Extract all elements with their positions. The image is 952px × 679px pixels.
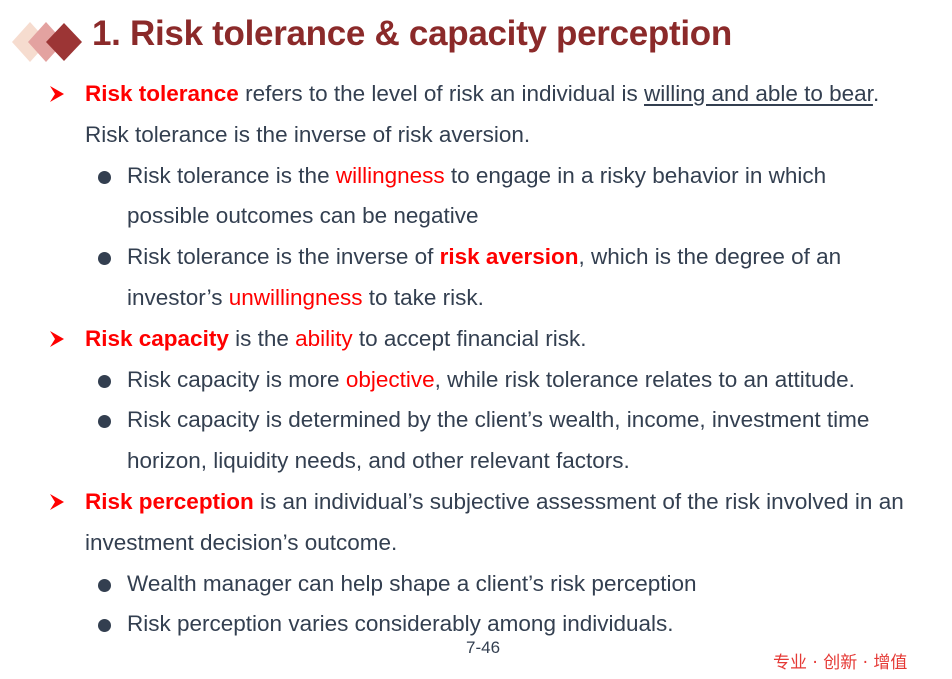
bullet-continuation: Risk tolerance is the inverse of risk av… (0, 115, 952, 156)
underlined-text: willing and able to bear (644, 81, 873, 106)
sub-bullet: Wealth manager can help shape a client’s… (0, 564, 952, 605)
bullet-risk-perception: Risk perception is an individual’s subje… (0, 482, 952, 523)
text: Risk tolerance is the inverse of risk av… (85, 121, 531, 147)
text: Risk perception varies considerably amon… (127, 611, 674, 637)
term-risk-perception: Risk perception (85, 488, 254, 514)
highlight-text: ability (295, 325, 353, 351)
text: investment decision’s outcome. (85, 529, 398, 555)
text: refers to the level of risk an individua… (238, 81, 645, 106)
dot-bullet-icon (98, 170, 111, 184)
text: , which is the degree of an (578, 244, 842, 270)
page-number: 7-46 (466, 638, 501, 657)
text: investor’s (127, 284, 229, 310)
sub-bullet: Risk capacity is more objective, while r… (0, 360, 952, 401)
text: is an individual’s subjective assessment… (253, 488, 904, 514)
arrow-bullet-icon (50, 493, 64, 510)
term-risk-tolerance: Risk tolerance (85, 81, 239, 106)
sub-bullet-continuation: investor’s unwillingness to take risk. (0, 278, 952, 319)
text: Risk tolerance is the (127, 162, 336, 188)
highlight-text: objective (345, 366, 435, 392)
text: . (872, 81, 880, 106)
highlight-text: unwillingness (228, 284, 363, 310)
bullet-risk-capacity: Risk capacity is the ability to accept f… (0, 319, 952, 360)
dot-bullet-icon (98, 252, 111, 266)
arrow-bullet-icon (50, 330, 64, 347)
term-risk-capacity: Risk capacity (85, 325, 229, 351)
text: possible outcomes can be negative (127, 203, 479, 229)
text: horizon, liquidity needs, and other rele… (127, 448, 630, 474)
dot-bullet-icon (98, 415, 111, 429)
highlight-text: willingness (335, 162, 445, 188)
text: to accept financial risk. (352, 325, 587, 351)
bullet-continuation: investment decision’s outcome. (0, 523, 952, 564)
bullet-risk-tolerance: Risk tolerance refers to the level of ri… (0, 74, 952, 115)
sub-bullet: Risk capacity is determined by the clien… (0, 400, 952, 441)
dot-bullet-icon (98, 619, 111, 633)
highlight-text: risk aversion (439, 244, 579, 270)
slide-title: 1. Risk tolerance & capacity perception (92, 14, 732, 53)
arrow-bullet-icon (50, 86, 64, 102)
sub-bullet: Risk perception varies considerably amon… (0, 604, 952, 645)
sub-bullet-continuation: possible outcomes can be negative (0, 196, 952, 237)
sub-bullet: Risk tolerance is the inverse of risk av… (0, 237, 952, 278)
title-diamonds-icon (12, 22, 82, 62)
slide-body: Risk tolerance refers to the level of ri… (0, 74, 952, 645)
text: Wealth manager can help shape a client’s… (127, 570, 697, 596)
text: Risk capacity is determined by the clien… (127, 407, 870, 433)
text: Risk tolerance is the inverse of (127, 244, 440, 270)
text: Risk capacity is more (127, 366, 346, 392)
dot-bullet-icon (98, 578, 111, 592)
sub-bullet: Risk tolerance is the willingness to eng… (0, 156, 952, 197)
sub-bullet-continuation: horizon, liquidity needs, and other rele… (0, 441, 952, 482)
footer-slogan: 专业 · 创新 · 增值 (773, 653, 908, 673)
dot-bullet-icon (98, 374, 111, 388)
text: to engage in a risky behavior in which (444, 162, 827, 188)
text: is the (228, 325, 296, 351)
text: to take risk. (362, 284, 484, 310)
text: , while risk tolerance relates to an att… (434, 366, 855, 392)
